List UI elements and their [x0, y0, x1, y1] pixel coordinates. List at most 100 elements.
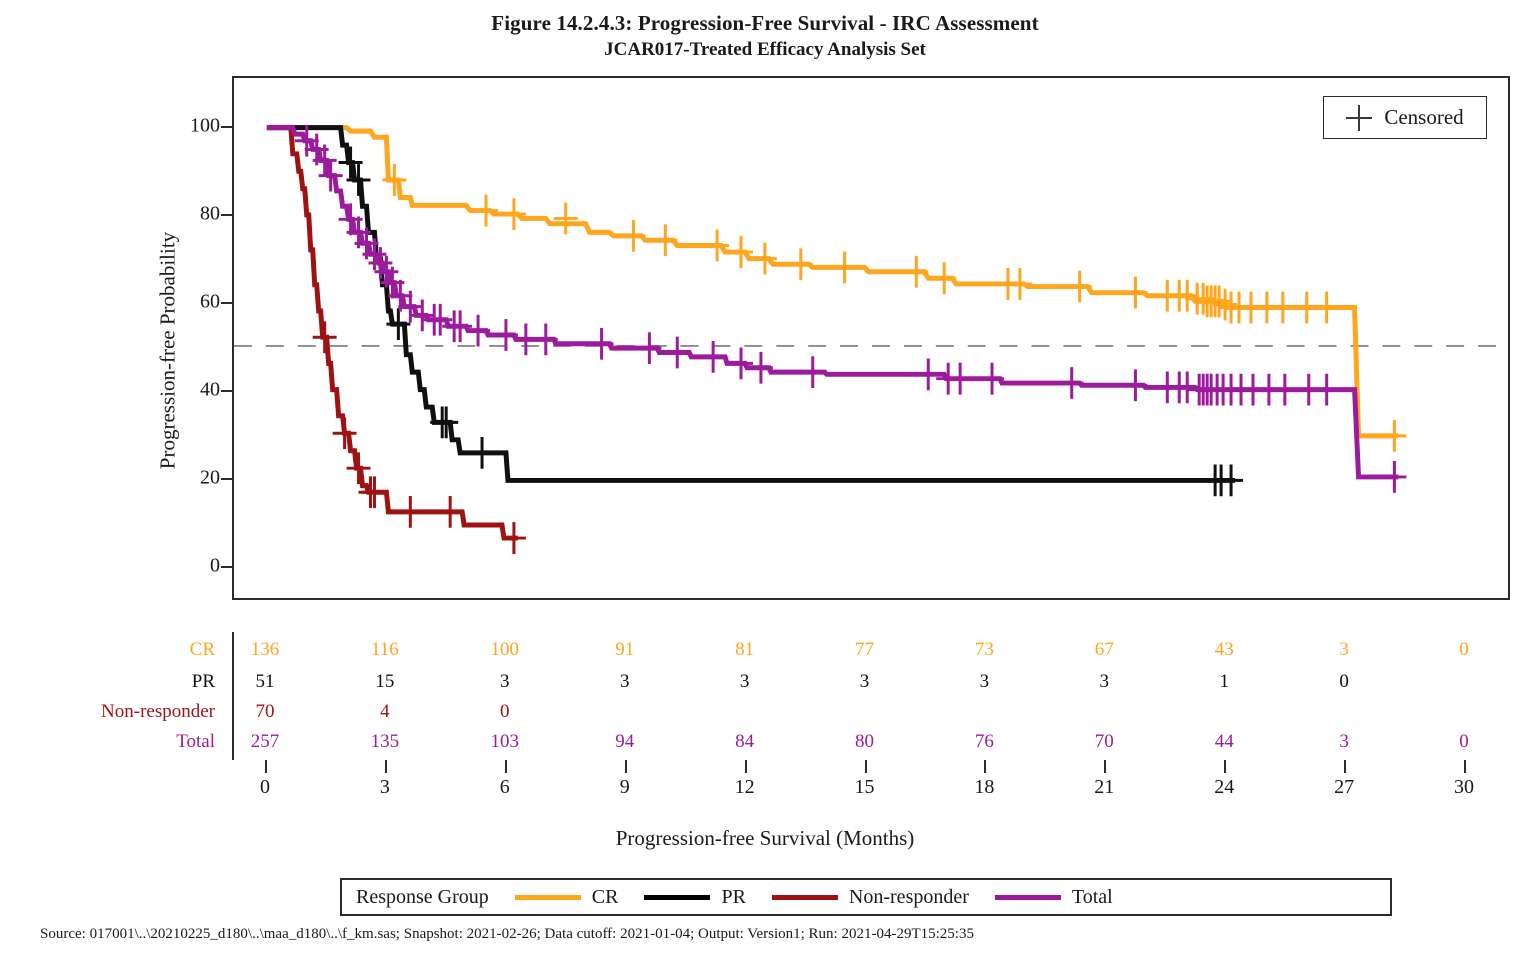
- risk-row-label-cr: CR: [189, 639, 215, 660]
- censor-tick: [1382, 461, 1407, 493]
- x-tick-mark: [744, 760, 747, 773]
- x-tick-label-0: 0: [260, 776, 270, 798]
- censor-tick: [1314, 373, 1339, 406]
- censor-tick: [438, 495, 463, 528]
- x-tick-mark: [624, 760, 627, 773]
- km-step-path: [266, 125, 1236, 483]
- censor-tick: [362, 476, 387, 509]
- risk-value: 77: [855, 639, 874, 660]
- x-tick-mark: [984, 760, 987, 773]
- risk-value: 67: [1094, 639, 1114, 660]
- risk-row-label-total: Total: [176, 731, 215, 752]
- censor-tick: [1007, 268, 1032, 300]
- risk-value: 103: [490, 731, 520, 752]
- risk-value: 4: [380, 701, 390, 722]
- censor-tick: [533, 323, 558, 356]
- risk-value: 1: [1219, 671, 1229, 692]
- legend-entry-non-responder: Non-responder: [771, 886, 995, 909]
- x-tick-label-18: 18: [974, 776, 995, 798]
- censor-tick: [346, 164, 371, 196]
- x-tick-label-30: 30: [1454, 776, 1474, 798]
- risk-table-divider: [232, 632, 234, 760]
- risk-value: 257: [250, 731, 280, 752]
- censor-tick: [318, 159, 343, 192]
- x-tick-label-24: 24: [1214, 776, 1235, 798]
- censor-tick: [362, 238, 387, 271]
- censor-tick: [332, 417, 357, 450]
- risk-value: 15: [375, 671, 395, 692]
- censor-tick: [729, 236, 753, 268]
- y-tick-mark: [221, 214, 232, 216]
- censor-tick: [1272, 373, 1297, 406]
- x-tick-label-21: 21: [1094, 776, 1115, 798]
- legend-color-swatch: [771, 894, 838, 900]
- km-curve-pr: [266, 125, 1244, 497]
- km-curve-total: [266, 124, 1407, 493]
- risk-value: 51: [255, 671, 275, 692]
- censor-tick: [665, 336, 690, 369]
- figure-subtitle: JCAR017-Treated Efficacy Analysis Set: [604, 39, 926, 60]
- censor-tick: [448, 310, 473, 343]
- y-tick-label-40: 40: [200, 378, 220, 401]
- x-tick-mark: [1104, 760, 1107, 773]
- y-tick-label-0: 0: [210, 554, 220, 577]
- risk-value: 94: [615, 731, 635, 752]
- censor-tick: [398, 290, 423, 323]
- risk-value: 136: [250, 639, 280, 660]
- censor-tick: [501, 522, 526, 554]
- y-tick-label-80: 80: [200, 202, 220, 225]
- y-tick-label-20: 20: [200, 466, 220, 489]
- risk-value: 135: [370, 731, 400, 752]
- x-tick-label-6: 6: [499, 776, 510, 798]
- risk-value: 80: [855, 731, 874, 752]
- y-tick-mark: [221, 566, 232, 568]
- censor-tick: [1059, 367, 1084, 399]
- censor-tick: [916, 358, 941, 391]
- censor-tick: [701, 340, 726, 373]
- legend-label: Total: [1071, 885, 1113, 908]
- risk-value: 3: [619, 671, 630, 692]
- legend-color-swatch: [644, 894, 711, 900]
- censor-tick: [386, 308, 411, 340]
- figure-title-block: Figure 14.2.4.3: Progression-Free Surviv…: [0, 10, 1530, 62]
- y-tick-mark: [221, 126, 232, 128]
- x-tick-mark: [265, 760, 267, 773]
- censor-tick: [493, 319, 518, 351]
- response-group-legend: Response Group CR PR Non-responder Total: [340, 878, 1392, 916]
- risk-value: 3: [1339, 731, 1349, 752]
- censored-legend-box: Censored: [1323, 96, 1487, 139]
- risk-value: 84: [735, 731, 755, 752]
- censor-tick: [1175, 371, 1200, 404]
- risk-value: 70: [1094, 731, 1114, 752]
- censor-tick: [752, 242, 777, 275]
- censor-tick: [1123, 276, 1148, 309]
- censor-tick: [434, 406, 459, 439]
- x-tick-label-15: 15: [854, 776, 875, 798]
- risk-value: 0: [500, 701, 510, 722]
- risk-value: 3: [979, 671, 990, 692]
- censor-tick: [1270, 291, 1295, 324]
- y-tick-mark: [221, 302, 232, 304]
- km-plot-area: [232, 76, 1510, 600]
- legend-color-swatch: [994, 894, 1061, 900]
- censor-tick: [1382, 420, 1407, 452]
- y-axis-tick-labels: 0 20 40 60 80 100: [150, 76, 220, 600]
- censor-tick: [729, 347, 753, 380]
- y-tick-label-100: 100: [190, 114, 220, 137]
- censor-tick: [621, 220, 646, 252]
- censor-tick: [637, 332, 662, 364]
- y-tick-mark: [221, 478, 232, 480]
- censor-tick: [312, 144, 337, 177]
- censor-tick: [748, 351, 773, 384]
- censor-tick: [382, 164, 407, 196]
- risk-value: 76: [974, 731, 994, 752]
- legend-color-swatch: [514, 894, 581, 900]
- censor-tick: [653, 224, 678, 257]
- x-tick-mark: [864, 760, 867, 773]
- source-footnote: Source: 017001\..\20210225_d180\..\maa_d…: [40, 926, 974, 942]
- risk-value: 3: [1099, 671, 1110, 692]
- risk-value: 100: [490, 639, 520, 660]
- legend-entry-pr: PR: [644, 886, 771, 909]
- censor-tick: [788, 248, 813, 281]
- censor-tick: [474, 194, 498, 227]
